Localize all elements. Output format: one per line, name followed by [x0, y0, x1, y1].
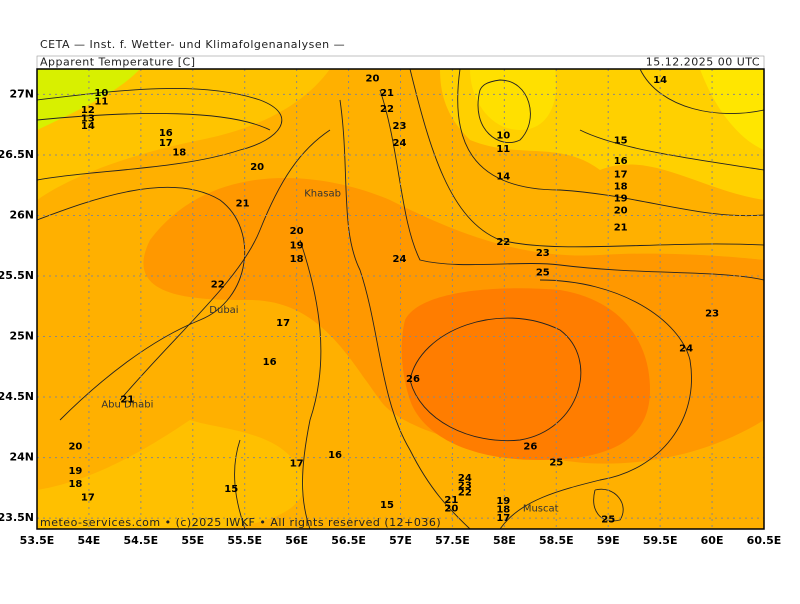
contour-label: 20: [68, 442, 82, 453]
contour-label: 16: [328, 450, 342, 461]
lat-tick-label: 25.5N: [0, 269, 34, 282]
contour-label: 13: [81, 114, 95, 125]
contour-label: 23: [536, 248, 550, 259]
lon-tick-label: 57.5E: [435, 534, 470, 547]
contour-label: 21: [380, 88, 394, 99]
contour-label: 25: [549, 457, 563, 468]
lat-tick-label: 26.5N: [0, 148, 34, 161]
contour-label: 24: [393, 254, 407, 265]
contour-label: 20: [365, 74, 379, 85]
contour-label: 14: [653, 75, 667, 86]
graticule: [36, 69, 765, 529]
lat-tick-label: 25N: [9, 330, 34, 343]
contour-label: 19: [496, 496, 510, 507]
contour-label: 21: [444, 495, 458, 506]
city-label: Dubai: [209, 305, 238, 316]
contour-label: 17: [276, 318, 290, 329]
variable: Apparent Temperature [C]: [40, 56, 196, 69]
lon-tick-label: 60E: [701, 534, 724, 547]
lat-tick-label: 26N: [9, 208, 34, 221]
contour-label: 10: [496, 131, 510, 142]
city-label: Abu Dhabi: [101, 399, 153, 410]
contour-label: 18: [614, 181, 628, 192]
contour-label: 23: [458, 480, 472, 491]
contour-label: 18: [290, 254, 304, 265]
contour-label: 24: [393, 138, 407, 149]
contour-label: 20: [614, 206, 628, 217]
contour-label: 19: [68, 466, 82, 477]
lon-tick-label: 57E: [389, 534, 412, 547]
contour-label: 18: [172, 148, 186, 159]
contour-label: 15: [380, 500, 394, 511]
lon-tick-label: 59E: [597, 534, 620, 547]
lon-tick-label: 60.5E: [747, 534, 782, 547]
contour-label: 22: [380, 104, 394, 115]
contour-label: 24: [458, 473, 472, 484]
contour-label: 22: [211, 279, 225, 290]
contour-label: 18: [496, 505, 510, 516]
contour-label: 22: [496, 237, 510, 248]
contour-label: 17: [614, 169, 628, 180]
contour-label: 22: [458, 488, 472, 499]
contour-label: 14: [496, 172, 510, 183]
contour-label: 20: [290, 226, 304, 237]
footer: meteo-services.com • (c)2025 IWKF • All …: [40, 516, 441, 529]
lon-tick-label: 58E: [493, 534, 516, 547]
contour-label: 17: [496, 513, 510, 524]
contour-label: 19: [614, 194, 628, 205]
valid-time: 15.12.2025 00 UTC: [646, 56, 760, 69]
lon-tick-label: 55E: [181, 534, 204, 547]
contour-label: 12: [81, 105, 95, 116]
contour-label: 15: [224, 484, 238, 495]
contour-label: 15: [614, 135, 628, 146]
contour-label: 10: [94, 88, 108, 99]
contour-label: 20: [444, 503, 458, 514]
lat-tick-label: 27N: [9, 87, 34, 100]
contour-label: 17: [290, 459, 304, 470]
lon-tick-label: 56.5E: [331, 534, 366, 547]
map-frame: [36, 68, 765, 530]
contour-label: 21: [236, 198, 250, 209]
contour-label: 26: [406, 374, 420, 385]
contour-label: 24: [679, 344, 693, 355]
lon-tick-label: 55.5E: [227, 534, 262, 547]
lon-tick-label: 59.5E: [643, 534, 678, 547]
contour-label: 17: [81, 493, 95, 504]
lat-tick-label: 23.5N: [0, 511, 34, 524]
contour-label: 16: [263, 357, 277, 368]
contour-label: 11: [94, 97, 108, 108]
city-label: Muscat: [523, 503, 559, 514]
lon-tick-label: 54.5E: [124, 534, 159, 547]
lon-tick-label: 54E: [78, 534, 101, 547]
contour-label: 23: [393, 121, 407, 132]
institute: CETA — Inst. f. Wetter- und Klimafolgena…: [40, 38, 345, 51]
lat-tick-label: 24N: [9, 451, 34, 464]
contour-label: 21: [614, 223, 628, 234]
contour-label: 16: [159, 128, 173, 139]
city-label: Khasab: [304, 189, 341, 200]
lon-tick-label: 58.5E: [539, 534, 574, 547]
contour-label: 25: [536, 267, 550, 278]
contour-label: 19: [290, 241, 304, 252]
contour-label: 16: [614, 156, 628, 167]
contour-label: 21: [120, 394, 134, 405]
contour-label: 26: [523, 442, 537, 453]
contour-label: 20: [250, 162, 264, 173]
contour-label: 23: [705, 309, 719, 320]
contour-label: 17: [159, 138, 173, 149]
contour-label: 14: [81, 121, 95, 132]
lon-tick-label: 53.5E: [20, 534, 55, 547]
contour-label: 11: [496, 144, 510, 155]
lon-tick-label: 56E: [285, 534, 308, 547]
contour-label: 18: [68, 479, 82, 490]
lat-tick-label: 24.5N: [0, 390, 34, 403]
contour-label: 25: [601, 514, 615, 525]
